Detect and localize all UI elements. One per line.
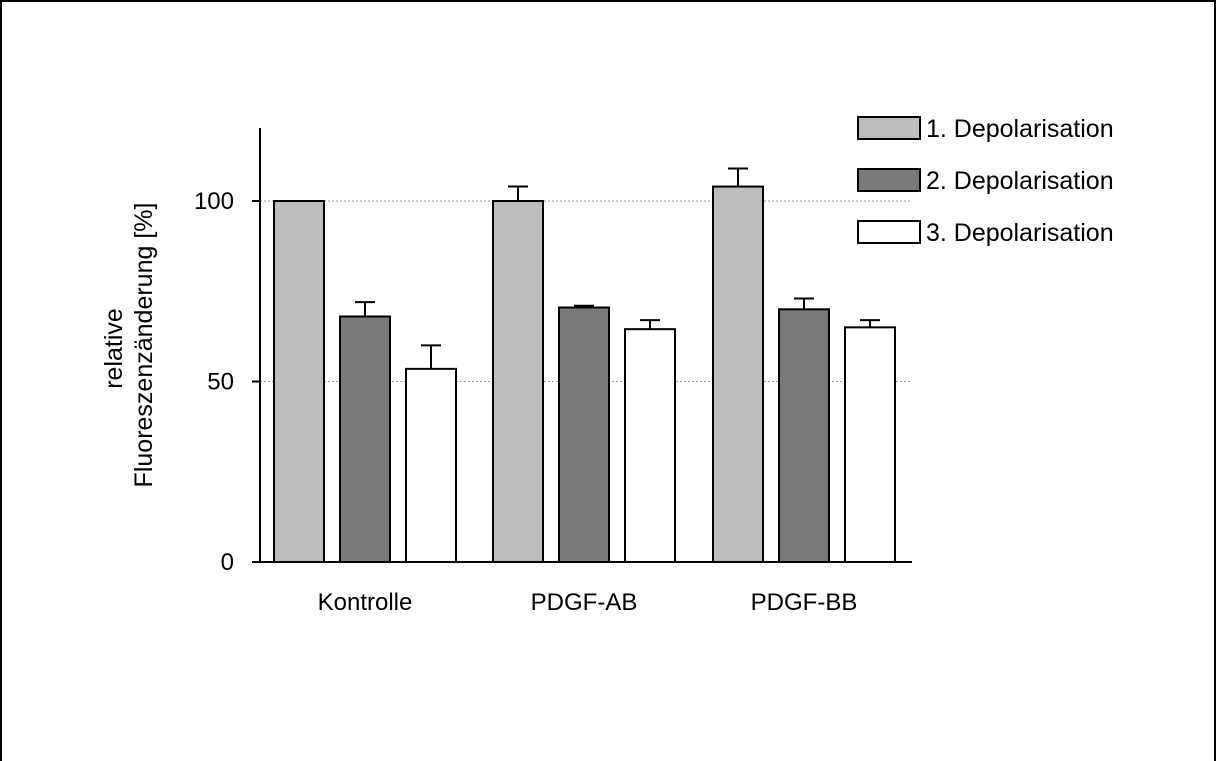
x-tick-label: PDGF-AB [531, 589, 638, 616]
bar-pdgf-ab-series-3 [624, 328, 676, 563]
y-tick-label: 50 [207, 369, 234, 396]
error-bars [355, 167, 880, 369]
y-axis-title-line-1: relative [100, 308, 128, 389]
bar-pdgf-bb-series-1 [712, 185, 764, 563]
bar-kontrolle-series-2 [339, 315, 391, 563]
legend-label-3: 3. Depolarisation [926, 219, 1114, 247]
bar-pdgf-ab-series-2 [558, 306, 610, 563]
bar-pdgf-bb-series-3 [844, 326, 896, 563]
bar-pdgf-bb-series-2 [778, 308, 830, 563]
y-axis-title-line-2: Fluoreszenzänderung [%] [130, 203, 158, 488]
bar-pdgf-ab-series-1 [492, 200, 544, 563]
legend-swatch-2 [857, 168, 921, 192]
legend-label-1: 1. Depolarisation [926, 115, 1114, 143]
y-tick-label: 0 [221, 549, 234, 576]
legend-swatch-1 [857, 116, 921, 140]
y-axis-title: relative Fluoreszenzänderung [%] [100, 203, 158, 488]
x-tick-labels: Kontrolle PDGF-AB PDGF-BB [318, 589, 858, 616]
legend-swatch-3 [857, 220, 921, 244]
x-tick-label: PDGF-BB [751, 589, 858, 616]
bar-kontrolle-series-3 [405, 367, 457, 563]
bars [273, 185, 896, 563]
legend: 1. Depolarisation 2. Depolarisation 3. Dep… [857, 115, 1114, 247]
y-tick-label: 100 [194, 188, 234, 215]
legend-label-2: 2. Depolarisation [926, 167, 1114, 195]
bar-kontrolle-series-1 [273, 200, 325, 563]
x-tick-label: Kontrolle [318, 589, 413, 616]
y-ticks: 0 50 100 [194, 188, 260, 576]
